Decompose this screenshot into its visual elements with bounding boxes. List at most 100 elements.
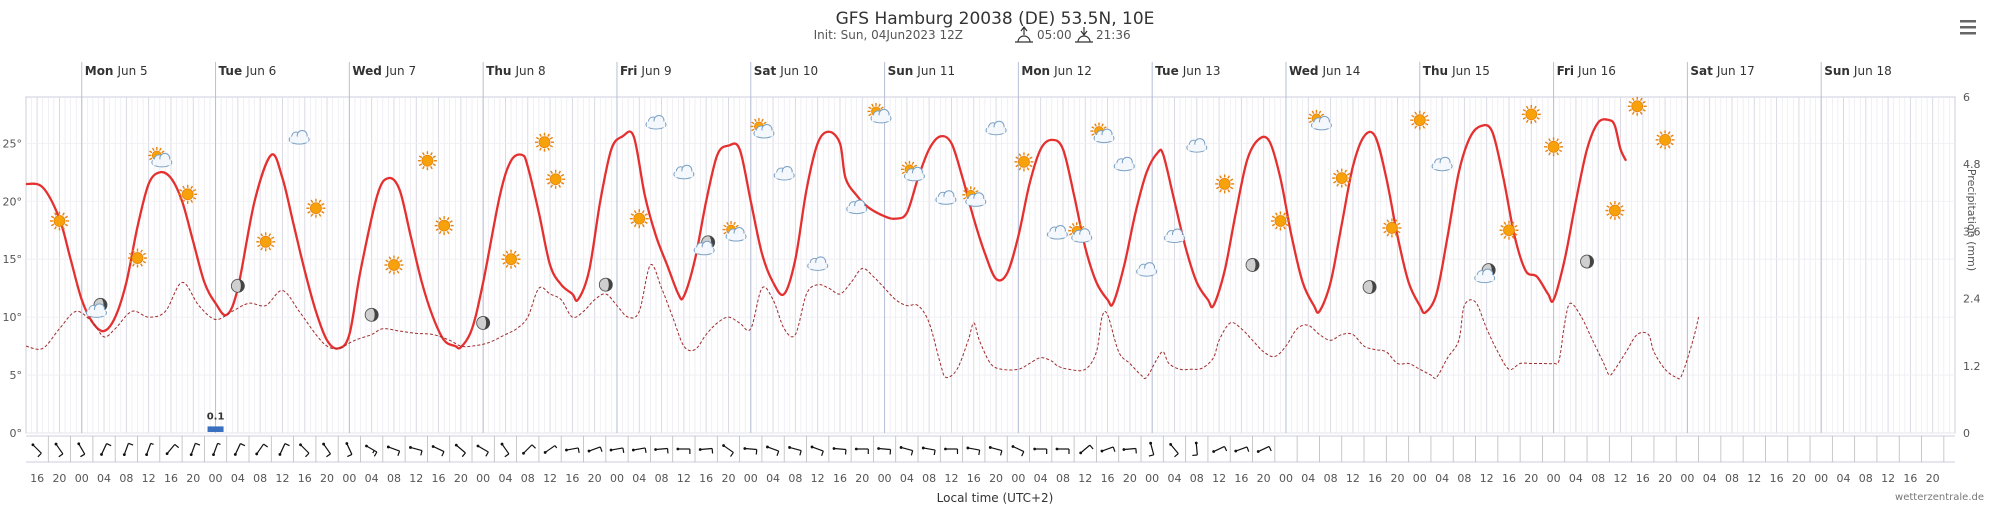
sun-ray [62, 226, 65, 230]
sun-ray [550, 184, 553, 188]
wind-barb-icon [1148, 441, 1155, 457]
barb-feather [554, 445, 558, 449]
sun-ray [430, 166, 433, 170]
sun-ray [435, 228, 439, 231]
wind-barb-icon [165, 443, 180, 455]
day-label-weekday: Thu [1423, 64, 1448, 78]
sun-ray [446, 230, 450, 235]
hamburger-menu-icon[interactable] [1956, 16, 1980, 38]
cloud-shape [1113, 156, 1135, 172]
day-label-weekday: Tue [1155, 64, 1179, 78]
hour-tick-label: 12 [543, 472, 557, 485]
sun-icon [546, 169, 566, 189]
sun-ray [751, 121, 755, 125]
sun-ray [1311, 110, 1315, 114]
hour-tick-label: 08 [1324, 472, 1338, 485]
barb-shaft [388, 446, 400, 452]
cloud-shape [1431, 156, 1453, 172]
sun-ray [733, 221, 736, 226]
day-label: Fri Jun 9 [620, 64, 672, 78]
sun-ray [396, 256, 400, 260]
barb-shaft [234, 443, 241, 455]
sun-ray [1631, 111, 1635, 115]
sun-icon [417, 151, 437, 171]
sun-disc [1609, 204, 1621, 217]
wind-barb-icon [543, 445, 558, 454]
hour-tick-label: 04 [1034, 472, 1048, 485]
sun-ray [505, 264, 509, 268]
barb-feather [80, 453, 86, 458]
hour-tick-label: 20 [855, 472, 869, 485]
moon-icon [1245, 258, 1260, 272]
wind-barb-icon [565, 447, 580, 453]
hour-tick-label: 20 [320, 472, 334, 485]
barb-tip [77, 442, 81, 446]
sun-ray [1639, 97, 1643, 101]
hour-tick-label: 16 [833, 472, 847, 485]
sun-ray [1026, 167, 1030, 171]
sun-ray [1617, 215, 1621, 220]
sun-ray [446, 217, 450, 221]
hour-tick-label: 12 [1212, 472, 1226, 485]
sun-ray [1422, 125, 1426, 129]
barb-tip [1122, 448, 1126, 451]
sun-disc [1386, 222, 1398, 234]
hour-tick-label: 16 [1234, 472, 1248, 485]
weather-icons-layer [49, 96, 1675, 330]
sun-ray [1018, 153, 1022, 157]
barb-tip [966, 446, 970, 450]
sun-ray [547, 173, 551, 177]
hour-tick-label: 00 [1279, 472, 1293, 485]
day-label: Wed Jun 7 [352, 64, 416, 78]
day-label-date: Jun 5 [116, 64, 147, 78]
sun-ray [558, 170, 561, 174]
sun-ray [142, 260, 147, 264]
sun-ray [257, 244, 261, 248]
hour-tick-label: 04 [632, 472, 646, 485]
cloud-fill [1312, 122, 1331, 129]
wind-barb-icon [832, 447, 847, 455]
wind-barb-icon [1234, 446, 1250, 453]
barb-shaft [878, 447, 891, 451]
hour-tick-label: 12 [944, 472, 958, 485]
barb-feather [644, 447, 647, 453]
day-label-date: Jun 17 [1716, 64, 1755, 78]
moon-icon [364, 307, 379, 322]
sun-ray [901, 171, 906, 175]
wind-barb-icon [654, 447, 669, 454]
day-label-date: Jun 18 [1853, 64, 1892, 78]
day-label-date: Jun 9 [640, 64, 671, 78]
barb-feather [174, 443, 180, 449]
day-label: Mon Jun 12 [1021, 64, 1092, 78]
sun-ray [1556, 138, 1559, 142]
barb-shaft [1235, 446, 1248, 452]
y-tick-label: 10° [3, 311, 23, 324]
hour-tick-label: 12 [1346, 472, 1360, 485]
sun-ray [633, 223, 637, 228]
barb-feather [420, 450, 423, 456]
barb-shaft [900, 446, 913, 452]
barb-shaft [323, 443, 331, 455]
sun-icon [128, 248, 148, 268]
credit-link[interactable]: wetterzentrale.de [1895, 492, 1984, 503]
moon-icon [1362, 280, 1377, 294]
sun-ray [1411, 114, 1415, 118]
sun-ray [140, 263, 143, 267]
barb-shaft [432, 445, 445, 453]
wind-barb-icon [1100, 446, 1116, 453]
cloud-icon [673, 164, 695, 180]
sun-ray [868, 106, 872, 110]
sun-ray [1536, 117, 1540, 120]
moon-cloud-icon [693, 235, 716, 256]
wind-barb-icon [1122, 447, 1137, 454]
hour-tick-label: 12 [1613, 472, 1627, 485]
sun-ray [1394, 233, 1398, 237]
hour-tick-label: 20 [721, 472, 735, 485]
sun-ray [513, 250, 517, 254]
wind-barb-icon [766, 445, 780, 456]
day-label-weekday: Sat [754, 64, 777, 78]
barb-shaft [1150, 443, 1155, 455]
sun-ray [418, 163, 423, 167]
sun-ray [321, 210, 325, 214]
